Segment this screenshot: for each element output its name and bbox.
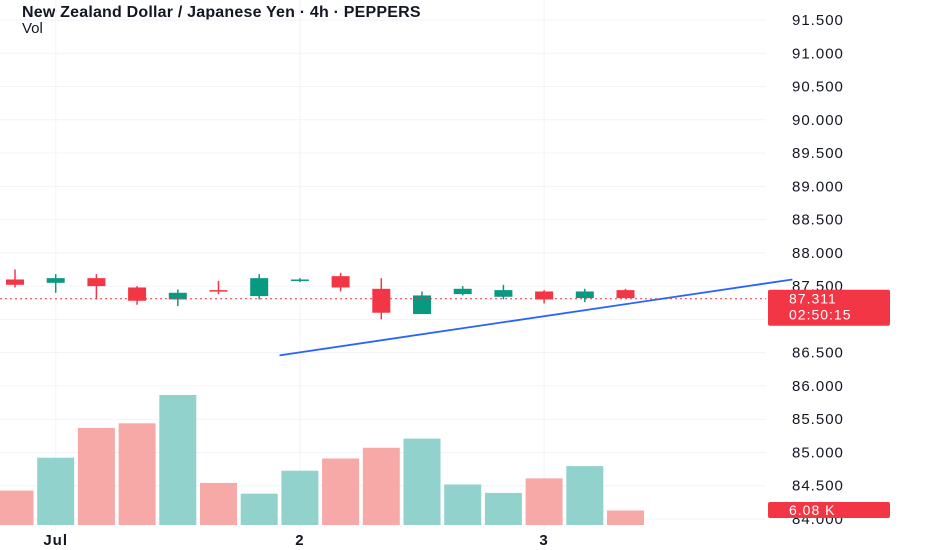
candle bbox=[290, 278, 309, 283]
trendline bbox=[279, 278, 793, 357]
volume-bar bbox=[484, 492, 522, 525]
candle bbox=[6, 269, 24, 288]
candle-body bbox=[290, 279, 309, 281]
volume-bar bbox=[362, 447, 400, 525]
x-tick-label: 2 bbox=[295, 532, 304, 549]
volume-bar bbox=[281, 470, 319, 525]
time-axis: Jul 2 3 bbox=[43, 532, 548, 549]
candle-body bbox=[616, 290, 635, 299]
volume-bars bbox=[0, 395, 644, 525]
candle bbox=[87, 274, 106, 300]
candle-body bbox=[372, 288, 391, 313]
countdown-timer: 02:50:15 bbox=[789, 307, 852, 323]
y-tick-label: 84.500 bbox=[792, 478, 844, 495]
x-tick-label: Jul bbox=[43, 532, 68, 549]
candle bbox=[616, 288, 635, 299]
y-tick-label: 88.500 bbox=[792, 212, 844, 229]
y-tick-label: 89.000 bbox=[792, 178, 844, 195]
candle-body bbox=[6, 279, 24, 285]
y-tick-label: 88.000 bbox=[792, 245, 844, 262]
y-tick-label: 89.500 bbox=[792, 145, 844, 162]
y-tick-label: 91.500 bbox=[792, 12, 844, 29]
candle-body bbox=[535, 291, 554, 300]
volume-bar bbox=[0, 490, 34, 525]
candle bbox=[575, 288, 594, 303]
y-tick-label: 91.000 bbox=[792, 45, 844, 62]
price-axis: 91.500 91.000 90.500 90.000 89.500 89.000 88.5… bbox=[768, 12, 890, 528]
y-tick-label: 90.500 bbox=[792, 79, 844, 96]
candles bbox=[6, 269, 635, 320]
volume-bar bbox=[444, 484, 482, 525]
chart-title: New Zealand Dollar / Japanese Yen · 4h ·… bbox=[22, 4, 421, 21]
candle bbox=[209, 280, 228, 295]
candle-body bbox=[575, 291, 594, 299]
candle bbox=[46, 274, 65, 293]
candle-body bbox=[128, 287, 147, 301]
volume-bar bbox=[118, 423, 156, 525]
volume-bar bbox=[322, 458, 360, 525]
candle bbox=[413, 291, 431, 315]
candle-body bbox=[331, 276, 350, 288]
candle bbox=[250, 274, 269, 300]
volume-bar bbox=[77, 427, 115, 525]
last-price-tag-bg bbox=[768, 289, 890, 326]
volume-bar bbox=[240, 493, 278, 525]
candle bbox=[453, 286, 472, 296]
trendline-layer bbox=[0, 278, 793, 357]
volume-bar bbox=[607, 510, 644, 525]
y-tick-label: 90.000 bbox=[792, 112, 844, 129]
last-price-value: 87.311 bbox=[789, 291, 837, 307]
volume-bar bbox=[37, 457, 75, 525]
candle-body bbox=[250, 278, 269, 297]
candle-body bbox=[168, 292, 187, 300]
candle bbox=[331, 272, 350, 292]
volume-bar bbox=[159, 395, 197, 525]
y-tick-label: 85.000 bbox=[792, 444, 844, 461]
candle bbox=[128, 286, 147, 305]
candle bbox=[535, 290, 554, 304]
candle-body bbox=[209, 290, 228, 292]
candle-body bbox=[453, 288, 472, 295]
candle bbox=[494, 284, 513, 300]
last-volume-tag: 6.08 K bbox=[768, 502, 890, 518]
y-tick-label: 86.000 bbox=[792, 378, 844, 395]
last-volume-tag-bg bbox=[768, 502, 890, 518]
y-tick-label: 85.500 bbox=[792, 411, 844, 428]
candle-body bbox=[413, 295, 431, 315]
candle bbox=[168, 289, 187, 307]
candle-body bbox=[494, 290, 513, 297]
y-tick-label: 86.500 bbox=[792, 345, 844, 362]
volume-bar bbox=[566, 466, 604, 525]
volume-label: Vol bbox=[22, 20, 43, 37]
candle-body bbox=[87, 278, 106, 287]
candle-body bbox=[46, 278, 65, 283]
volume-bar bbox=[200, 482, 237, 525]
volume-bar bbox=[403, 438, 441, 525]
x-tick-label: 3 bbox=[539, 532, 548, 549]
volume-bar bbox=[525, 478, 563, 525]
last-volume-value: 6.08 K bbox=[789, 502, 835, 518]
